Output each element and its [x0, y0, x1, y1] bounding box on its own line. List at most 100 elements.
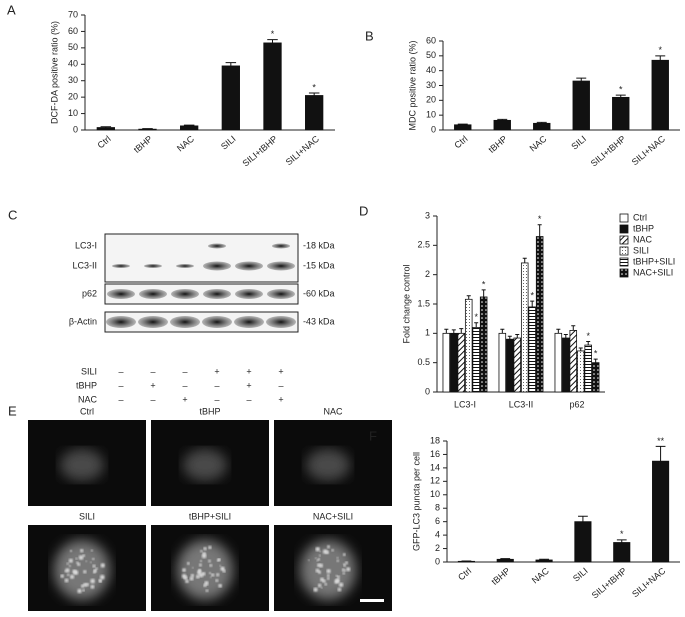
significance: * [658, 45, 662, 55]
error-bar [586, 341, 591, 346]
y-tick-label: 30 [68, 75, 78, 85]
blot-band [170, 316, 200, 328]
error-bar [578, 347, 583, 351]
micrographs: Ctrl tBHP NAC SILI tBHP+SILI NAC+SILI [28, 406, 392, 611]
puncta [216, 573, 220, 577]
blot-band [267, 289, 295, 299]
puncta [315, 546, 320, 552]
cell [54, 540, 110, 600]
blot-frame [104, 233, 299, 283]
error-bar [530, 300, 535, 307]
image-title: NAC+SILI [313, 511, 353, 521]
blot-frame [104, 283, 299, 305]
blot-band [203, 289, 231, 299]
error-bar [100, 126, 112, 128]
treatment-label: SILI [81, 366, 97, 376]
error-bar [571, 325, 576, 331]
puncta [190, 573, 195, 578]
puncta [211, 573, 215, 577]
blot-band [139, 289, 167, 299]
x-tick-label: SILI [571, 566, 590, 584]
y-tick-label: 14 [430, 462, 440, 472]
legend-label: tBHP+SILI [633, 256, 675, 266]
panel-label: F [369, 428, 377, 443]
treatment-sign: + [278, 394, 283, 404]
legend-swatch [619, 213, 629, 223]
puncta [60, 574, 64, 578]
blot-band [112, 264, 130, 268]
puncta [217, 558, 221, 562]
bar [533, 122, 551, 131]
significance: * [538, 214, 542, 224]
bar [96, 127, 115, 131]
puncta [326, 574, 330, 577]
puncta [185, 579, 189, 584]
error-bar [576, 77, 587, 82]
puncta [318, 554, 321, 557]
x-tick-label: Ctrl [456, 566, 473, 583]
error-bar [500, 328, 505, 334]
puncta [199, 559, 203, 563]
treatment-sign: + [246, 380, 251, 390]
y-axis-label: Fold change control [401, 264, 411, 343]
error-bar [497, 118, 508, 121]
y-axis-label: GFP-LC3 puncta per cell [411, 452, 421, 551]
error-bar [655, 55, 666, 61]
cell [183, 449, 227, 481]
treatment-sign: – [214, 394, 219, 404]
treatment-sign: – [182, 366, 187, 376]
blot-row-label: β-Actin [69, 316, 97, 326]
legend-label: NAC [633, 234, 653, 244]
puncta [203, 546, 207, 551]
puncta [205, 589, 209, 592]
x-tick-label: SILI [219, 134, 238, 152]
treatment-sign: – [246, 394, 251, 404]
legend-label: Ctrl [633, 212, 647, 222]
y-tick-label: 12 [430, 476, 440, 486]
puncta [343, 563, 346, 566]
bar [506, 338, 514, 393]
bar [138, 128, 157, 131]
puncta [80, 548, 84, 553]
puncta [83, 582, 87, 587]
puncta [198, 563, 202, 567]
error-bar [537, 224, 542, 237]
puncta [331, 549, 334, 552]
puncta [95, 567, 98, 570]
y-tick-label: 30 [426, 80, 436, 90]
image-title: SILI [79, 511, 95, 521]
significance: * [620, 529, 624, 539]
blot-row-label: LC3-I [75, 240, 97, 250]
puncta [314, 557, 317, 560]
puncta [208, 572, 212, 575]
error-bar [225, 62, 237, 66]
error-bar [451, 329, 456, 334]
legend-swatch [619, 268, 629, 278]
bar [652, 460, 670, 563]
x-tick-label: SILI+NAC [630, 133, 668, 167]
puncta [209, 563, 213, 567]
error-bar [459, 328, 464, 334]
error-bar [536, 121, 547, 124]
puncta [93, 568, 97, 573]
y-tick-label: 1.5 [417, 298, 430, 308]
significance: * [586, 331, 590, 341]
blot-band [208, 243, 226, 249]
y-tick-label: 50 [68, 42, 78, 52]
y-tick-label: 40 [426, 65, 436, 75]
blot-band [203, 261, 231, 271]
treatment-sign: + [278, 366, 283, 376]
error-bar [616, 539, 627, 543]
treatment-label: tBHP [76, 380, 97, 390]
image-title: tBHP [199, 406, 220, 416]
panel-label: B [365, 28, 374, 43]
puncta [65, 568, 70, 573]
x-tick-label: p62 [569, 399, 584, 409]
bar [528, 306, 536, 393]
treatment-sign: – [214, 380, 219, 390]
puncta [100, 563, 105, 568]
treatment-label: NAC [78, 394, 98, 404]
puncta [320, 586, 323, 589]
puncta [208, 559, 211, 563]
error-bar [615, 94, 626, 98]
